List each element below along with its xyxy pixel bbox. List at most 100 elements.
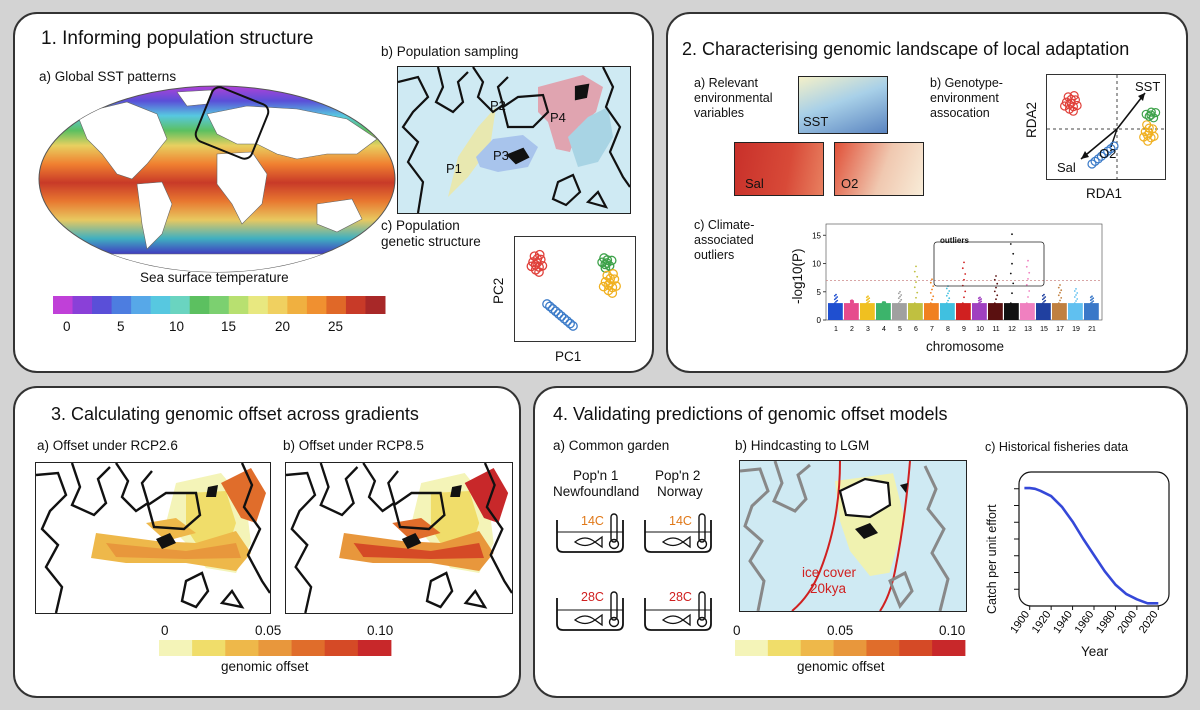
manhattan-point — [1027, 296, 1029, 298]
manhattan-point — [1043, 300, 1045, 303]
manhattan-ytick-label: 15 — [812, 231, 821, 240]
env-vars-label-2: environmental — [694, 91, 773, 105]
env-vars-label-1: a) Relevant — [694, 76, 758, 90]
manhattan-point — [1059, 291, 1061, 294]
manhattan-point — [947, 299, 949, 302]
thermometer-bulb — [608, 616, 620, 628]
sst-tick: 10 — [169, 319, 185, 334]
tank-outline — [644, 520, 712, 553]
offset-zone — [146, 518, 196, 541]
manhattan-chrom-block — [1036, 303, 1051, 320]
sst-colorbar-cell — [209, 296, 230, 314]
rda-point — [1069, 91, 1079, 101]
manhattan-point — [1011, 233, 1013, 236]
offset-colorbar-cell — [258, 640, 292, 656]
manhattan-point — [868, 300, 871, 302]
coastline — [156, 533, 176, 549]
manhattan-point — [1025, 302, 1028, 304]
manhattan-chrom-block — [924, 303, 939, 320]
manhattan-chrom-block — [908, 303, 923, 320]
coastline — [146, 491, 202, 531]
coastline — [319, 463, 359, 517]
manhattan-point — [1092, 300, 1095, 302]
tank-temp: 14C — [581, 514, 604, 528]
coastline — [219, 588, 245, 609]
manhattan-xtick-label: 9 — [962, 326, 966, 333]
gea-label-3: assocation — [930, 106, 990, 120]
manhattan-point — [913, 302, 916, 304]
pca-point — [542, 299, 552, 309]
manhattan-point — [979, 296, 981, 299]
offset-colorbar-p3 — [159, 640, 392, 656]
manhattan-xlabel: chromosome — [926, 339, 1005, 354]
study-area-box — [194, 86, 270, 160]
manhattan-point — [915, 265, 917, 268]
offset-colorbar-cell — [866, 640, 900, 656]
manhattan-point — [1027, 278, 1029, 280]
manhattan-point — [1060, 289, 1063, 292]
env-vars-label-3: variables — [694, 106, 745, 120]
offset-colorbar-cell — [767, 640, 802, 656]
manhattan-point — [1012, 282, 1015, 285]
manhattan-point — [931, 278, 933, 281]
cpue-series-line — [1024, 486, 1159, 605]
manhattan-point — [931, 298, 933, 301]
manhattan-point — [993, 302, 996, 304]
manhattan-point — [1041, 294, 1044, 297]
manhattan-point — [1009, 302, 1012, 304]
genetic-structure-label-2: genetic structure — [381, 234, 481, 249]
manhattan-point — [1076, 298, 1079, 300]
manhattan-point — [1057, 294, 1060, 297]
manhattan-point — [916, 291, 919, 294]
offset-zone — [221, 468, 266, 523]
rcp85-offset-map — [285, 462, 513, 614]
manhattan-point — [945, 302, 948, 304]
sst-colorbar-cell — [365, 296, 386, 314]
manhattan-point — [1011, 292, 1013, 295]
manhattan-chrom-block — [1052, 303, 1067, 320]
sst-tick: 20 — [275, 319, 291, 334]
tank-temp: 28C — [581, 590, 604, 604]
offset-colorbar-cell — [899, 640, 933, 656]
manhattan-point — [1059, 284, 1061, 286]
tank-drawing — [556, 513, 624, 553]
manhattan-chrom-block — [1020, 303, 1035, 320]
manhattan-point — [945, 294, 948, 297]
global-sst-map — [38, 85, 396, 273]
manhattan-point — [833, 294, 836, 297]
rda-ylabel: RDA2 — [1024, 101, 1039, 138]
offset-colorbar-label-p3: genomic offset — [221, 659, 309, 674]
manhattan-xtick-label: 8 — [946, 326, 950, 333]
cpue-xtick-label: 1920 — [1030, 609, 1054, 636]
manhattan-ytick-label: 5 — [817, 288, 822, 297]
tank-pop1-low: 14C — [555, 506, 625, 554]
offset-zone — [464, 468, 509, 523]
manhattan-point — [865, 302, 868, 304]
manhattan-point — [929, 302, 932, 304]
manhattan-point — [1041, 302, 1044, 304]
sal-var-label: Sal — [745, 176, 764, 191]
manhattan-xtick-label: 3 — [866, 326, 870, 333]
manhattan-point — [1091, 295, 1093, 298]
manhattan-point — [897, 297, 900, 300]
fish-icon — [573, 613, 603, 627]
offset-colorbar-cell — [192, 640, 226, 656]
coastline — [286, 471, 317, 613]
rda-point — [1139, 132, 1149, 142]
manhattan-chrom-block — [956, 303, 971, 320]
manhattan-point — [899, 295, 901, 298]
manhattan-point — [948, 290, 951, 292]
cpue-ylabel: Catch per unit effort — [985, 504, 999, 614]
manhattan-point — [995, 286, 997, 289]
pca-point — [550, 306, 561, 317]
gea-label-1: b) Genotype- — [930, 76, 1003, 90]
manhattan-point — [851, 299, 853, 302]
manhattan-point — [929, 281, 932, 284]
manhattan-chrom-block — [1004, 303, 1019, 320]
offset-colorbar-cell — [932, 640, 966, 656]
rda-point — [1146, 110, 1156, 120]
offset-colorbar-cell — [833, 640, 867, 656]
pop1-label-1: Pop'n 1 — [573, 468, 619, 483]
tank-temp: 28C — [669, 590, 692, 604]
manhattan-xtick-label: 1 — [834, 326, 838, 333]
